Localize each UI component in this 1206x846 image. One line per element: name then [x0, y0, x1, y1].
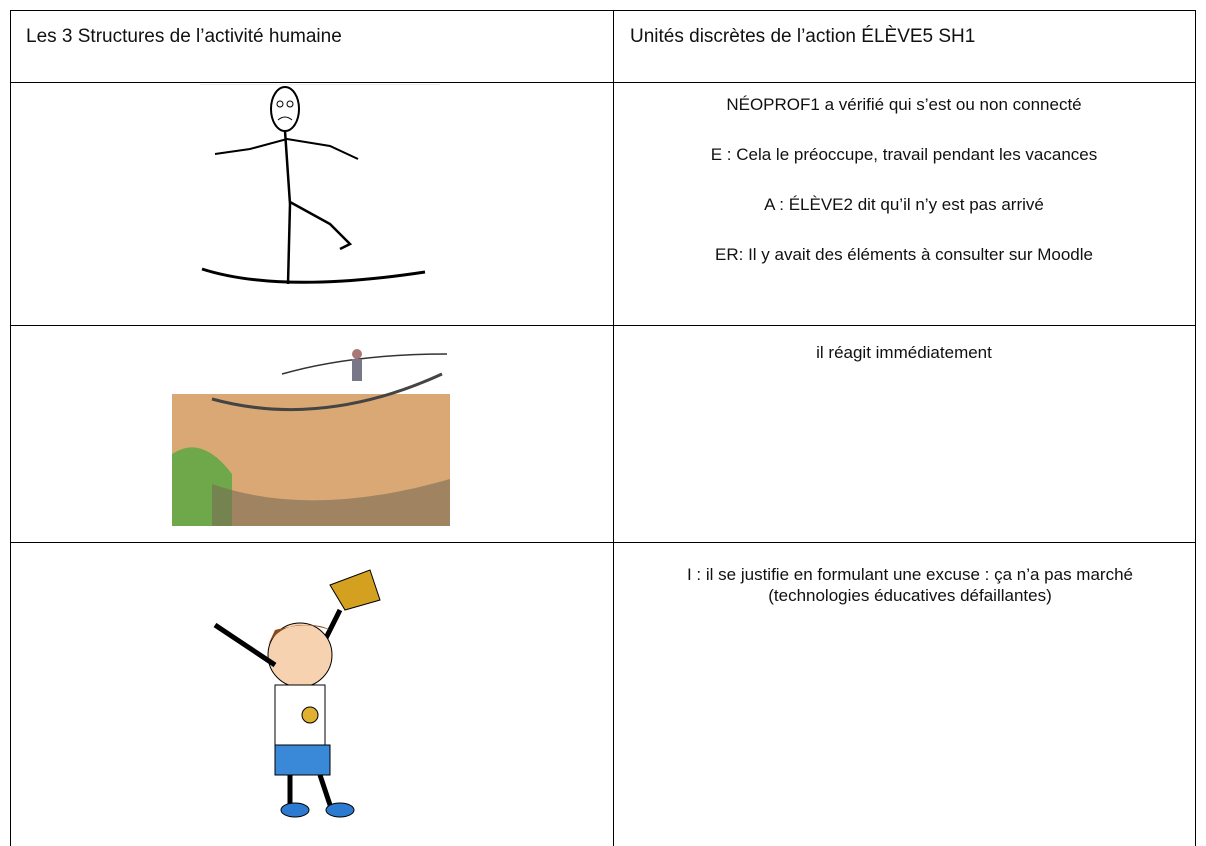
- header-cell: Les 3 Structures de l’activité humaine: [26, 26, 342, 47]
- row-border: [10, 82, 1196, 83]
- cell: I : il se justifie en formulant une excu…: [640, 564, 1180, 635]
- cell-line: I : il se justifie en formulant une excu…: [686, 565, 1133, 605]
- cell: NÉOPROF1 a vérifié qui s’est ou non conn…: [614, 94, 1194, 294]
- header-cell: Unités discrètes de l’action ÉLÈVE5 SH1: [630, 26, 976, 47]
- cell-line: il réagit immédiatement: [816, 343, 992, 362]
- row-border: [10, 325, 1196, 326]
- table-border: [10, 10, 11, 846]
- stick-figure-illustration: [200, 84, 440, 285]
- cell-line: E : Cela le préoccupe, travail pendant l…: [710, 145, 1098, 164]
- trophy-boy-illustration: [213, 569, 381, 818]
- table-border: [10, 10, 1196, 11]
- table-border: [1195, 10, 1196, 846]
- row-border: [10, 542, 1196, 543]
- tightrope-illustration: [172, 349, 450, 526]
- cell-line: NÉOPROF1 a vérifié qui s’est ou non conn…: [726, 95, 1082, 114]
- cell-line: A : ÉLÈVE2 dit qu’il n’y est pas arrivé: [764, 195, 1044, 214]
- column-border: [613, 10, 614, 846]
- cell-line: ER: Il y avait des éléments à consulter …: [715, 245, 1093, 264]
- cell: il réagit immédiatement: [614, 342, 1194, 392]
